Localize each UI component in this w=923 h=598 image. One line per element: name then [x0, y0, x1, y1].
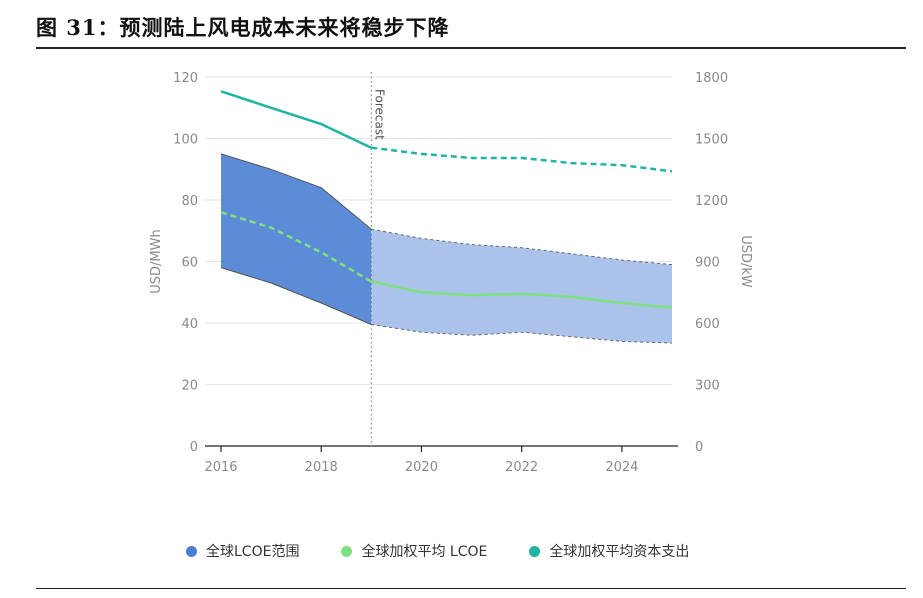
- y-left-tick-label: 100: [173, 133, 198, 148]
- bottom-rule: [36, 588, 906, 589]
- y-right-tick-label: 900: [695, 256, 720, 271]
- forecast-label: Forecast: [372, 89, 386, 140]
- legend-item-capex[interactable]: 全球加权平均资本支出: [529, 541, 689, 561]
- legend-label-lcoe-range: 全球LCOE范围: [206, 544, 300, 560]
- y-left-tick-label: 80: [181, 194, 198, 209]
- lcoe-range-upper-edge-forecast: [371, 228, 673, 266]
- figure-title: 图 31：预测陆上风电成本未来将稳步下降: [36, 15, 450, 40]
- y-left-axis-title: USD/MWh: [149, 229, 164, 293]
- legend-dot-lcoe-range: [186, 545, 197, 557]
- x-tick-label: 2022: [505, 460, 538, 475]
- y-left-tick-label: 120: [173, 71, 198, 86]
- y-left-tick-label: 0: [190, 440, 198, 455]
- legend-dot-capex: [529, 545, 541, 557]
- capex-historical-line: [220, 90, 372, 149]
- capex-forecast-line: [371, 146, 673, 173]
- legend-label-weighted-lcoe: 全球加权平均 LCOE: [361, 544, 488, 560]
- y-right-axis-title: USD/kW: [738, 235, 753, 288]
- y-right-tick-label: 1500: [695, 133, 728, 148]
- x-tick-label: 2016: [204, 460, 237, 475]
- x-tick-label: 2018: [305, 460, 338, 475]
- lcoe-range-lower-edge-forecast: [371, 324, 673, 344]
- y-right-tick-label: 1800: [695, 71, 728, 86]
- y-left-tick-label: 60: [181, 256, 198, 271]
- legend-dot-weighted-lcoe: [341, 545, 353, 557]
- lcoe-range-upper-edge: [220, 153, 372, 230]
- y-left-tick-label: 20: [181, 379, 198, 394]
- legend-item-weighted-lcoe[interactable]: 全球加权平均 LCOE: [341, 541, 487, 561]
- lcoe-range-lower-edge: [220, 267, 372, 325]
- area-layer: [220, 153, 673, 344]
- axis-layer: 0204060801001200300600900120015001800201…: [149, 71, 753, 475]
- x-tick-label: 2024: [605, 460, 638, 475]
- weighted-lcoe-historical-line: [220, 211, 372, 283]
- line-layer: [220, 90, 673, 309]
- y-right-tick-label: 600: [695, 317, 720, 332]
- y-left-tick-label: 40: [181, 317, 198, 332]
- legend: 全球LCOE范围 全球加权平均 LCOE 全球加权平均资本支出: [186, 539, 689, 563]
- lcoe-range-historical-area: [221, 153, 372, 325]
- y-right-tick-label: 300: [695, 379, 720, 394]
- y-right-tick-label: 0: [695, 440, 703, 455]
- y-right-tick-label: 1200: [695, 194, 728, 209]
- lcoe-range-forecast-area: [371, 229, 672, 343]
- title-rule: [36, 47, 906, 49]
- x-tick-label: 2020: [405, 460, 438, 475]
- legend-item-lcoe-range[interactable]: 全球LCOE范围: [186, 541, 299, 561]
- weighted-lcoe-forecast-line: [371, 280, 673, 309]
- legend-label-capex: 全球加权平均资本支出: [549, 544, 690, 560]
